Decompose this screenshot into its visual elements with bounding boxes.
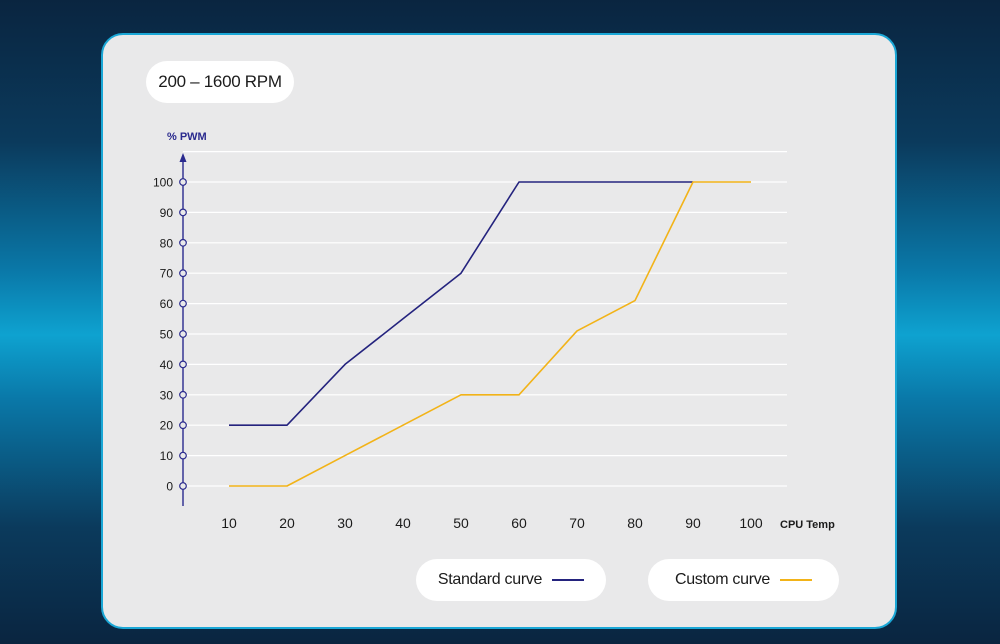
y-tick-marker	[179, 208, 187, 217]
x-tick-label: 60	[511, 515, 527, 531]
y-tick-label: 90	[160, 206, 174, 220]
legend-custom-swatch	[780, 579, 813, 581]
y-tick-label: 100	[153, 176, 173, 190]
chart-panel	[101, 33, 897, 629]
x-tick-label: 50	[453, 515, 469, 531]
y-tick-marker	[179, 178, 187, 186]
y-tick-label: 10	[160, 449, 174, 463]
x-axis-label: CPU Temp	[780, 519, 835, 531]
rpm-range-badge: 200 – 1600 RPM	[146, 61, 294, 103]
y-tick-label: 80	[160, 236, 174, 250]
legend-custom-curve: Custom curve	[648, 559, 839, 601]
y-tick-marker	[179, 238, 187, 247]
y-tick-label: 40	[160, 358, 174, 372]
x-tick-label: 40	[395, 515, 411, 531]
y-tick-marker	[179, 482, 187, 490]
y-tick-marker	[179, 299, 187, 308]
y-tick-marker	[179, 451, 187, 460]
y-tick-marker	[179, 421, 187, 430]
x-tick-label: 100	[739, 515, 763, 531]
x-tick-label: 80	[627, 515, 643, 531]
x-tick-label: 90	[685, 515, 701, 531]
x-tick-label: 20	[279, 515, 295, 531]
legend-standard-swatch	[552, 579, 585, 581]
y-tick-marker	[179, 330, 187, 338]
x-tick-label: 10	[221, 515, 237, 531]
y-axis-label: % PWM	[167, 131, 207, 143]
y-tick-label: 70	[160, 267, 174, 281]
x-tick-label: 30	[337, 515, 353, 531]
y-tick-label: 60	[160, 297, 174, 311]
y-tick-label: 30	[160, 388, 174, 402]
custom-curve-line	[229, 181, 751, 487]
y-tick-marker	[179, 390, 187, 399]
legend-standard-label: Standard curve	[437, 571, 543, 588]
y-tick-label: 0	[166, 480, 173, 494]
y-tick-label: 50	[160, 328, 174, 342]
y-axis-arrow	[179, 153, 187, 162]
standard-curve-line	[229, 181, 693, 427]
y-tick-marker	[179, 269, 187, 278]
legend-standard-curve: Standard curve	[416, 559, 606, 601]
x-tick-label: 70	[569, 515, 585, 531]
legend-custom-label: Custom curve	[674, 571, 771, 588]
y-tick-marker	[179, 360, 187, 369]
y-tick-label: 20	[160, 419, 174, 433]
